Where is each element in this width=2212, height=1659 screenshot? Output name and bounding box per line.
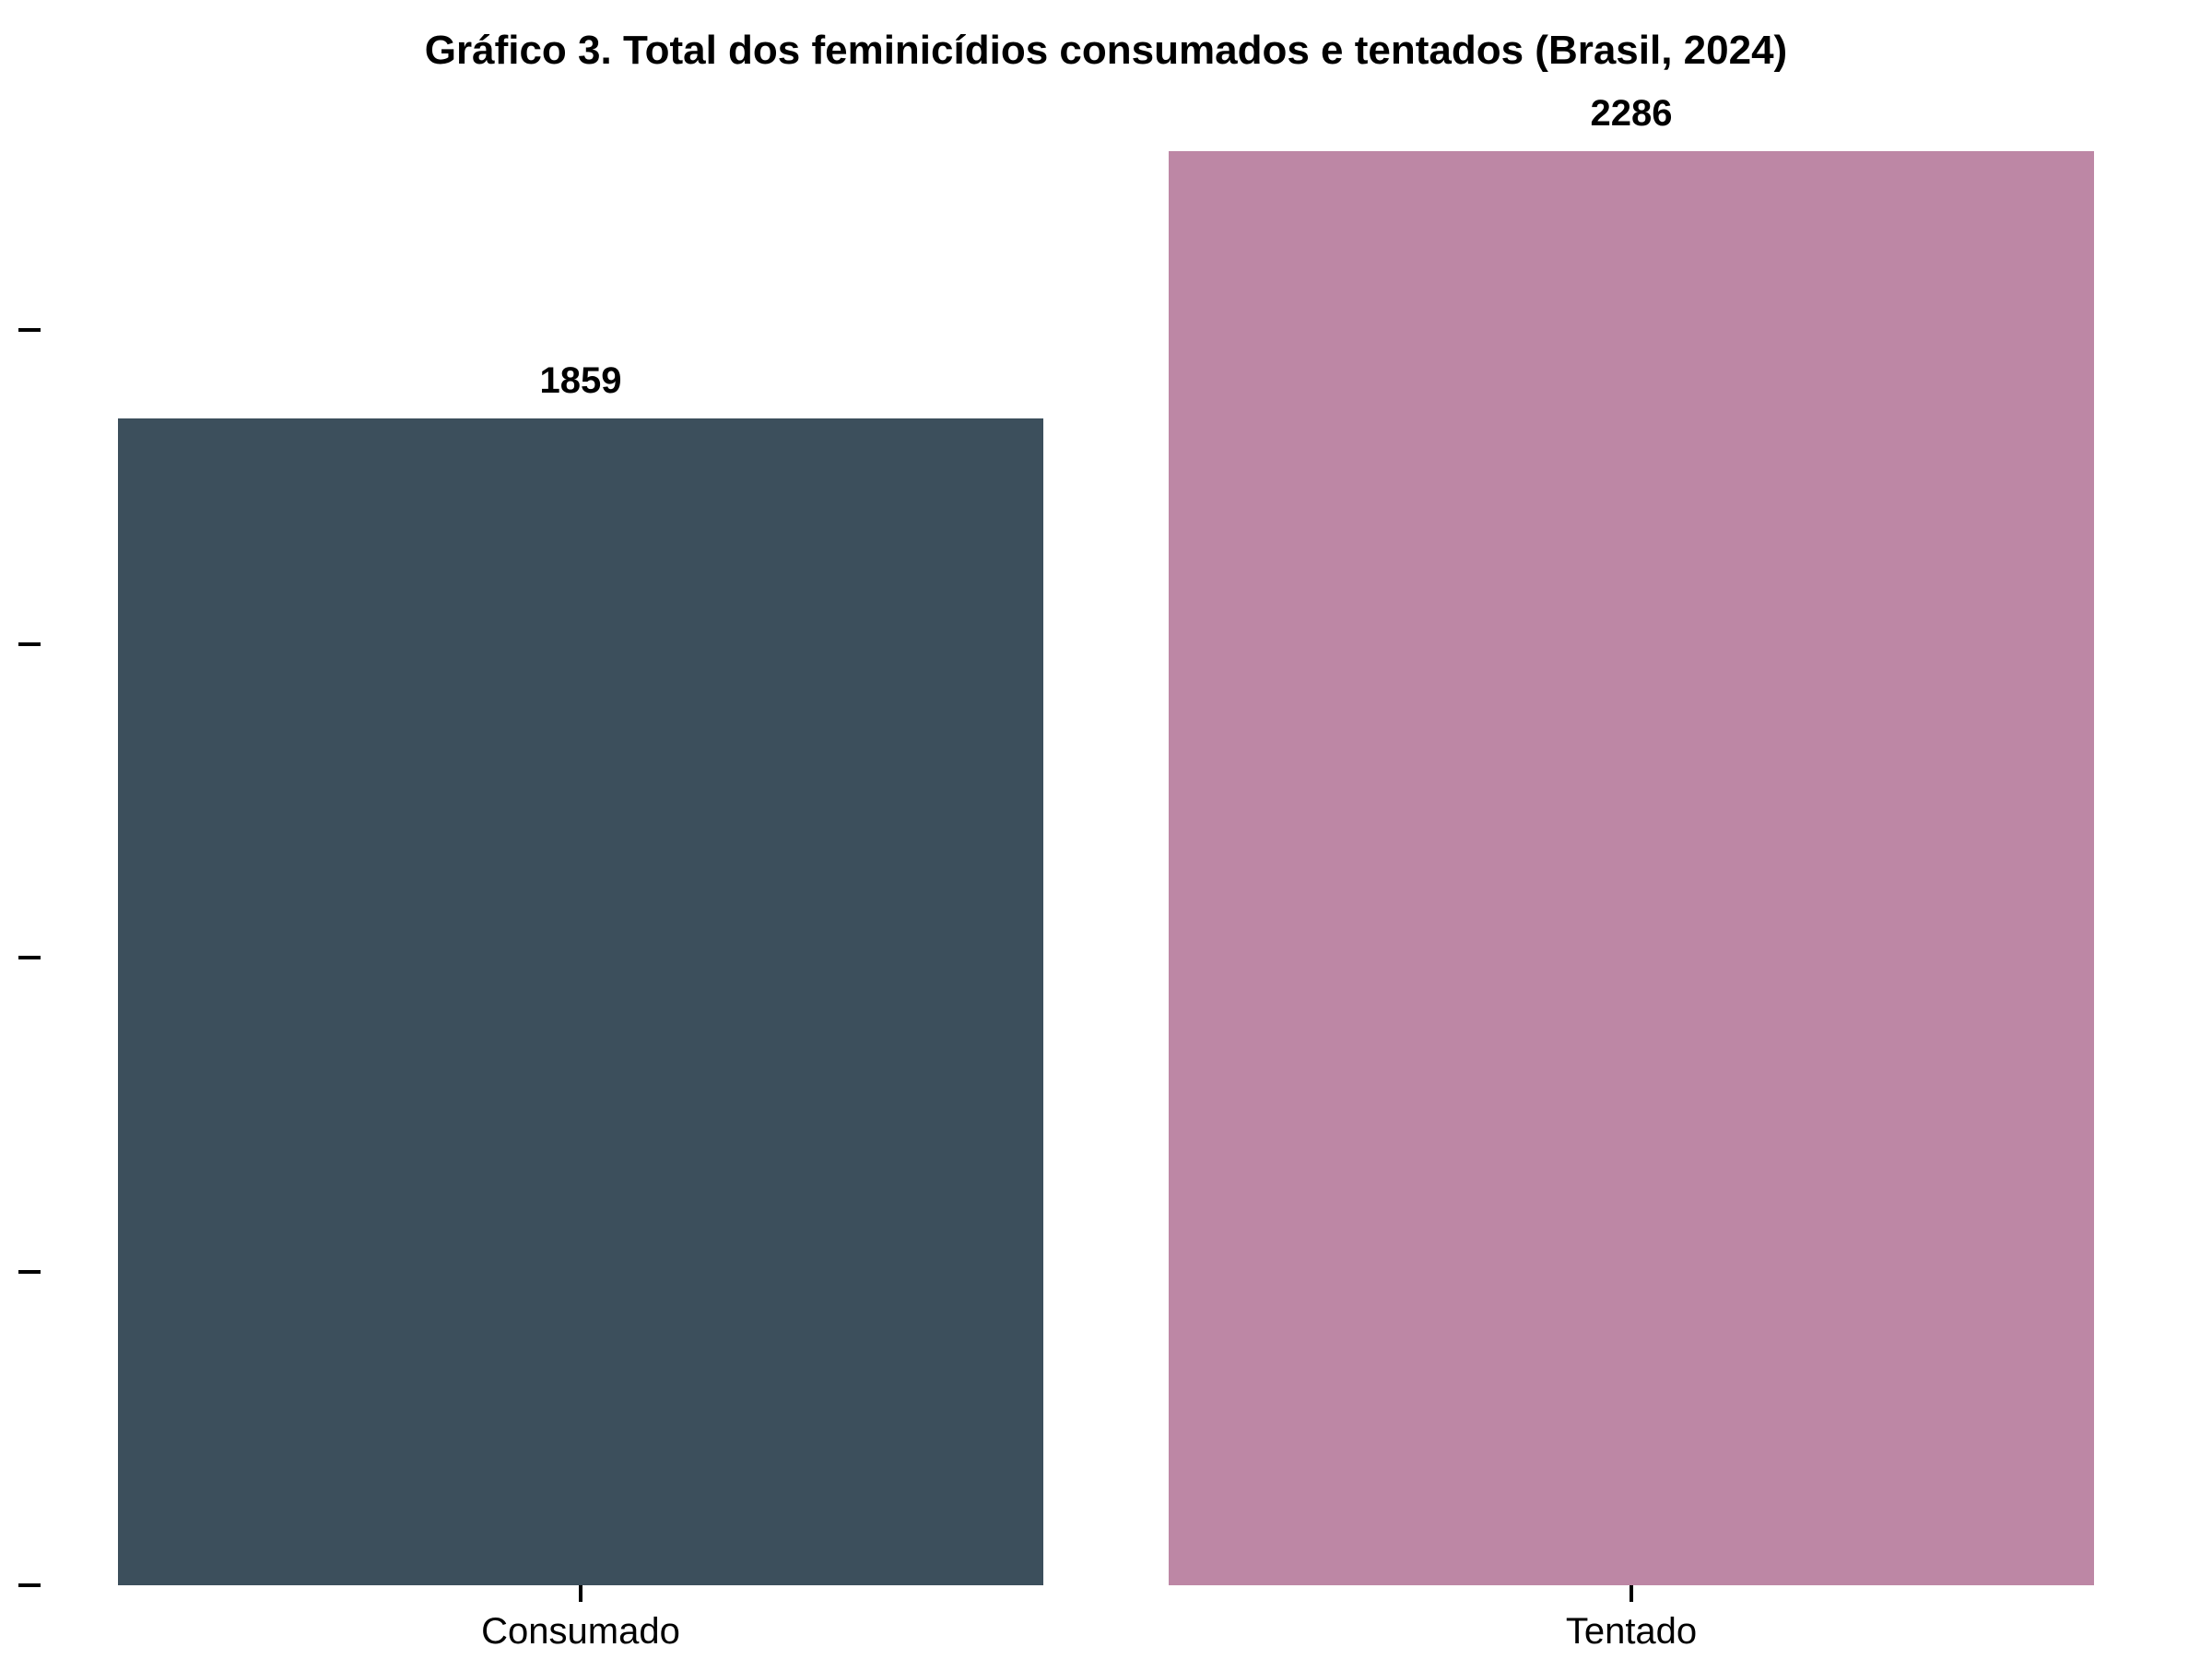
bar-value-label: 1859 (540, 360, 622, 402)
y-tick (18, 1270, 41, 1274)
y-tick (18, 642, 41, 646)
x-category-label: Tentado (1566, 1611, 1697, 1653)
bar-tentado (1169, 151, 2093, 1585)
bar-consumado (118, 418, 1042, 1585)
x-tick (579, 1585, 582, 1602)
plot-area: 1859Consumado2286Tentado (55, 111, 2157, 1585)
bar-chart: Gráfico 3. Total dos feminicídios consum… (0, 0, 2212, 1659)
y-tick (18, 1583, 41, 1587)
y-tick (18, 328, 41, 332)
bar-value-label: 2286 (1591, 93, 1673, 135)
y-tick (18, 956, 41, 959)
x-category-label: Consumado (481, 1611, 680, 1653)
chart-title: Gráfico 3. Total dos feminicídios consum… (0, 28, 2212, 74)
x-tick (1630, 1585, 1633, 1602)
